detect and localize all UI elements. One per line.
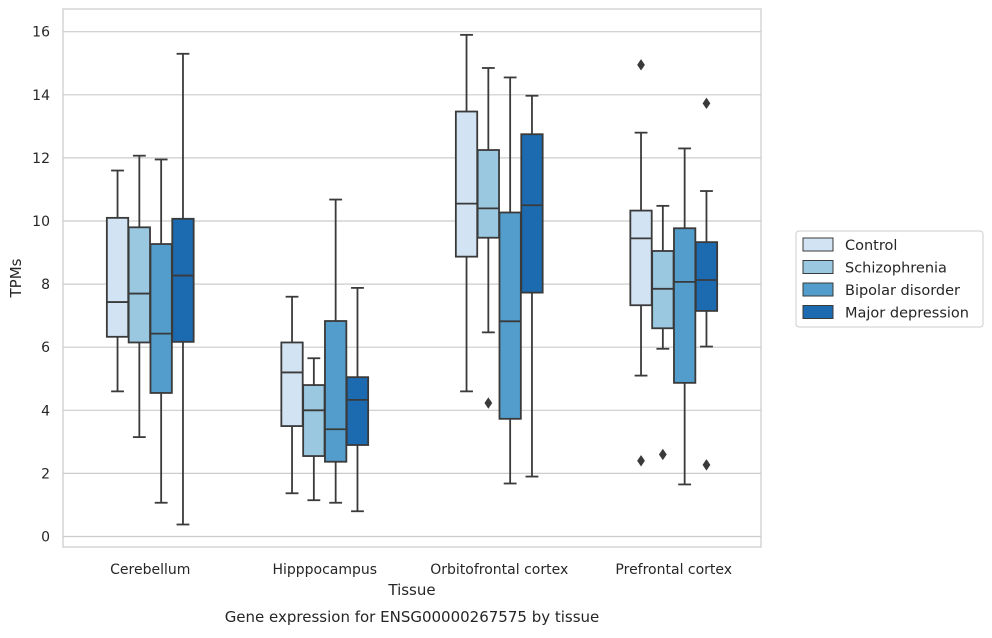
x-tick-label: Cerebellum [110,562,190,578]
y-tick-label: 8 [41,277,50,293]
figure-caption: Gene expression for ENSG00000267575 by t… [225,608,600,626]
box-plot [476,67,500,409]
box-plot [454,33,479,393]
box-iqr [105,216,130,338]
box-iqr [498,211,522,420]
box-plot [520,94,544,478]
box-iqr [476,149,500,239]
outlier-point [637,59,645,71]
box-iqr [302,384,326,457]
y-tick-label: 2 [41,466,50,482]
y-tick-labels: 0 2 4 6 8 10 12 14 16 [32,25,50,546]
x-tick-label: Prefrontal cortex [615,562,732,578]
outlier-point [658,448,667,461]
box-iqr [629,209,653,307]
y-tick-label: 12 [32,151,50,167]
x-tick-labels: Cerebellum Hipppocampus Orbitofrontal cort… [110,562,732,578]
box-plot [498,76,522,485]
x-axis-label: Tissue [387,581,435,599]
x-tick-label: Orbitofrontal cortex [430,562,568,578]
legend-entry-label: Major depression [845,306,969,322]
box-iqr [673,227,697,384]
y-tick-label: 14 [32,88,50,104]
legend: Control Schizophrenia Bipolar disorder Majo… [795,230,984,328]
outlier-point [637,455,645,467]
box-plot [302,357,326,502]
box-iqr [127,226,151,344]
y-tick-label: 10 [32,214,50,230]
box-iqr [520,133,544,294]
box-iqr [694,241,719,312]
x-tick-label: Hipppocampus [272,562,377,578]
legend-swatch [802,305,834,319]
y-axis-label: TPMs [7,258,25,298]
legend-entry-label: Control [845,238,897,254]
outlier-point [702,97,711,110]
box-plot [673,147,697,486]
box-iqr [280,341,304,427]
legend-swatch [802,260,834,274]
box-plot [651,204,675,461]
box-plot [149,158,173,504]
y-tick-label: 0 [41,530,50,546]
box-plots [105,33,719,526]
box-iqr [324,320,348,463]
legend-entry-label: Schizophrenia [845,261,947,277]
box-plot [171,52,195,526]
y-tick-label: 6 [41,340,50,356]
y-tick-label: 4 [41,403,50,419]
box-iqr [171,217,195,343]
legend-swatch [802,282,834,297]
box-iqr [454,110,479,258]
box-plot [629,59,653,467]
outlier-point [702,459,711,471]
legend-swatch [802,237,834,252]
legend-entry-label: Bipolar disorder [845,283,960,299]
box-plot [345,286,370,513]
plot-area-frame [62,8,762,548]
y-tick-label: 16 [32,25,50,41]
outlier-point [484,397,493,409]
box-iqr [345,376,370,446]
box-plot [127,154,151,439]
box-iqr [149,243,173,394]
grid-lines [63,31,761,538]
box-plot [694,97,719,471]
legend-frame [795,230,984,328]
